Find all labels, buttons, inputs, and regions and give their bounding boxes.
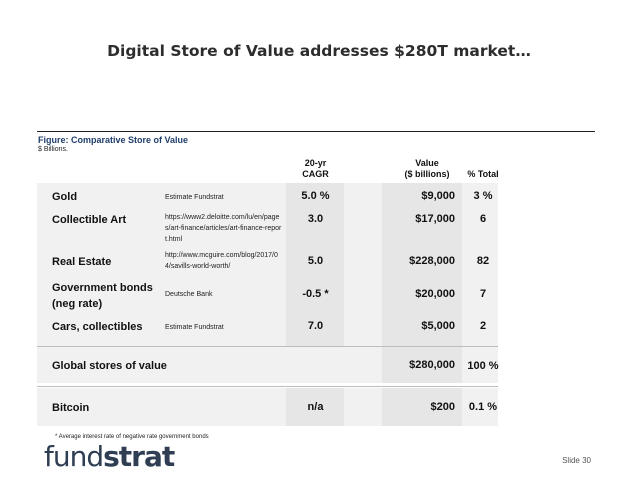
- total-value-bg: [382, 347, 462, 383]
- header-value: Value ($ billions): [404, 158, 450, 179]
- footnote: * Average interest rate of negative rate…: [55, 434, 209, 440]
- asset-name: Cars, collectibles: [52, 321, 143, 333]
- total-label: Global stores of value: [52, 360, 167, 372]
- asset-name: Real Estate: [52, 256, 112, 268]
- pct-total: 7: [479, 288, 487, 300]
- bitcoin-pct: 0.1 %: [468, 401, 498, 413]
- asset-name: Gold: [52, 191, 78, 203]
- slide-title: Digital Store of Value addresses $280T m…: [107, 42, 531, 60]
- divider: [37, 386, 498, 387]
- asset-name: Government bonds (neg rate): [52, 282, 153, 310]
- header-pct: % Total: [467, 169, 499, 179]
- cagr-value: 7.0: [307, 320, 324, 332]
- cagr-value: 3.0: [307, 213, 324, 225]
- figure-subcaption: $ Billions.: [38, 146, 68, 153]
- bitcoin-value-bg: [382, 388, 462, 426]
- asset-name: Collectible Art: [52, 214, 127, 226]
- figure-caption: Figure: Comparative Store of Value: [38, 135, 189, 145]
- bitcoin-label: Bitcoin: [52, 402, 90, 414]
- pct-total: 82: [476, 255, 490, 267]
- value-amount: $5,000: [421, 320, 455, 332]
- value-amount: $9,000: [421, 190, 455, 202]
- source-text: Estimate Fundstrat: [165, 324, 224, 331]
- pct-total: 2: [479, 320, 487, 332]
- divider: [37, 346, 498, 347]
- bitcoin-cagr: n/a: [307, 401, 324, 413]
- bitcoin-value: $200: [430, 401, 455, 413]
- cagr-column-bg: [286, 183, 344, 346]
- value-amount: $17,000: [415, 213, 455, 225]
- source-text: Estimate Fundstrat: [165, 194, 224, 201]
- total-pct: 100 %: [467, 360, 499, 372]
- fundstrat-logo: fundstrat: [44, 440, 175, 473]
- total-value: $280,000: [409, 359, 455, 371]
- slide-number: Slide 30: [562, 456, 591, 465]
- value-column-bg: [382, 183, 462, 346]
- value-amount: $20,000: [415, 288, 455, 300]
- logo-bold: strat: [103, 440, 175, 473]
- pct-total: 3 %: [473, 190, 493, 202]
- top-rule: [37, 131, 595, 132]
- header-cagr: 20-yr CAGR: [302, 158, 329, 179]
- source-text: http://www.mcguire.com/blog/2017/04/savi…: [165, 252, 278, 270]
- cagr-value: 5.0: [307, 255, 324, 267]
- logo-light: fund: [44, 440, 104, 473]
- value-amount: $228,000: [409, 255, 455, 267]
- cagr-value: -0.5 *: [302, 288, 329, 300]
- bitcoin-cagr-bg: [286, 388, 344, 426]
- cagr-value: 5.0 %: [301, 190, 330, 202]
- source-text: Deutsche Bank: [165, 291, 213, 298]
- pct-total: 6: [479, 213, 487, 225]
- source-text: https://www2.deloitte.com/lu/en/pages/ar…: [165, 214, 282, 243]
